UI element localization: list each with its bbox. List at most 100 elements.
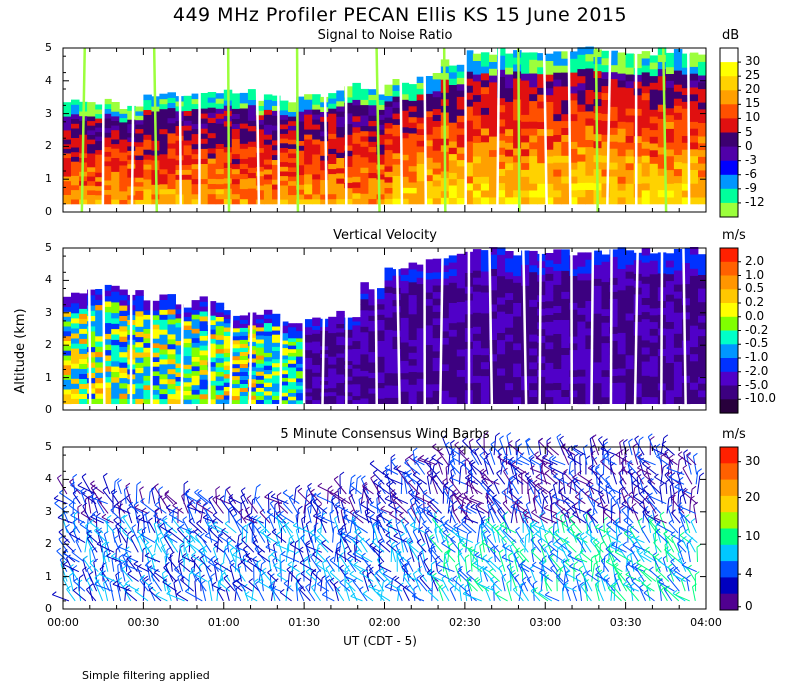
wind-barb xyxy=(181,556,194,563)
data-cell xyxy=(111,355,120,362)
data-cell xyxy=(689,93,699,102)
wind-barb xyxy=(268,556,272,572)
data-cell xyxy=(577,125,586,134)
data-cell xyxy=(416,111,426,118)
data-cell xyxy=(207,193,217,200)
data-cell xyxy=(368,156,377,163)
data-cell xyxy=(71,175,80,181)
data-cell xyxy=(521,128,530,136)
data-cell xyxy=(400,154,410,161)
data-cell xyxy=(304,322,313,328)
data-cell xyxy=(464,113,474,121)
data-cell xyxy=(223,339,233,345)
data-cell xyxy=(239,339,249,344)
data-cell xyxy=(344,177,353,183)
data-cell xyxy=(657,146,667,155)
data-cell xyxy=(392,118,401,125)
wind-barb xyxy=(140,534,156,544)
data-cell xyxy=(344,360,353,365)
wind-barb-flag xyxy=(292,522,298,526)
data-cell xyxy=(545,128,554,137)
wind-barb xyxy=(312,553,323,563)
data-cell xyxy=(111,111,120,117)
data-cell xyxy=(272,358,281,364)
data-cell xyxy=(537,376,546,384)
data-cell xyxy=(513,295,522,303)
wind-barb xyxy=(86,579,93,592)
wind-barb xyxy=(366,501,369,514)
data-cell xyxy=(577,47,586,55)
data-cell xyxy=(408,165,418,172)
data-cell xyxy=(151,389,160,395)
data-cell xyxy=(247,162,257,168)
data-cell xyxy=(416,151,426,159)
wind-barb xyxy=(264,496,283,505)
data-cell xyxy=(681,53,691,61)
data-cell xyxy=(593,271,602,279)
data-cell xyxy=(255,189,265,195)
data-cell xyxy=(336,395,345,400)
data-cell xyxy=(231,355,241,361)
data-cell xyxy=(505,368,514,377)
data-cell xyxy=(344,368,353,373)
data-cell xyxy=(545,287,554,295)
wind-barb-flag xyxy=(99,565,105,570)
data-cell xyxy=(280,138,289,144)
data-cell xyxy=(143,94,152,101)
wind-barb-flag xyxy=(140,531,146,536)
data-cell xyxy=(400,280,410,288)
data-cell xyxy=(569,148,578,156)
data-cell xyxy=(456,102,466,110)
data-cell xyxy=(400,104,410,111)
data-cell xyxy=(111,148,120,154)
data-cell xyxy=(135,124,144,130)
wind-barb xyxy=(246,498,259,514)
data-gap xyxy=(152,47,159,213)
data-cell xyxy=(641,65,651,73)
wind-barb-flag xyxy=(111,488,116,493)
wind-barb-flag xyxy=(166,590,171,595)
data-cell xyxy=(376,345,385,352)
wind-barb xyxy=(287,573,290,592)
wind-barb-flag xyxy=(275,510,281,515)
wind-barb-flag xyxy=(312,498,318,503)
wind-barb xyxy=(162,499,172,514)
data-cell xyxy=(159,93,168,100)
wind-barb xyxy=(95,516,98,533)
wind-barb-flag xyxy=(212,495,217,500)
data-cell xyxy=(641,134,651,142)
data-cell xyxy=(577,139,586,148)
wind-barb-flag xyxy=(345,577,350,582)
wind-barb xyxy=(162,520,178,534)
data-cell xyxy=(119,121,128,127)
wind-barb-flag xyxy=(125,546,130,551)
data-cell xyxy=(601,92,610,100)
wind-barb-flag xyxy=(200,532,205,537)
data-cell xyxy=(280,194,289,200)
wind-barb-flag xyxy=(137,564,142,568)
wind-barb xyxy=(110,509,125,524)
wind-barb-flag xyxy=(140,574,145,579)
wind-barb-flag xyxy=(127,570,132,575)
data-cell xyxy=(545,321,554,329)
wind-barb xyxy=(275,535,283,553)
data-cell xyxy=(649,362,659,370)
data-cell xyxy=(344,321,353,326)
wind-barb-flag xyxy=(91,547,97,551)
data-cell xyxy=(231,375,241,381)
data-cell xyxy=(657,175,667,183)
data-cell xyxy=(280,377,289,382)
data-cell xyxy=(360,392,369,399)
data-cell xyxy=(456,184,466,192)
wind-barb xyxy=(52,594,70,602)
wind-barb xyxy=(351,539,363,553)
data-cell xyxy=(698,197,707,205)
data-cell xyxy=(143,99,152,106)
data-cell xyxy=(408,182,418,188)
data-cell xyxy=(135,388,144,394)
data-cell xyxy=(681,248,691,256)
data-cell xyxy=(569,58,578,66)
data-cell xyxy=(103,355,112,361)
data-cell xyxy=(272,159,281,165)
wind-barb xyxy=(112,583,132,592)
